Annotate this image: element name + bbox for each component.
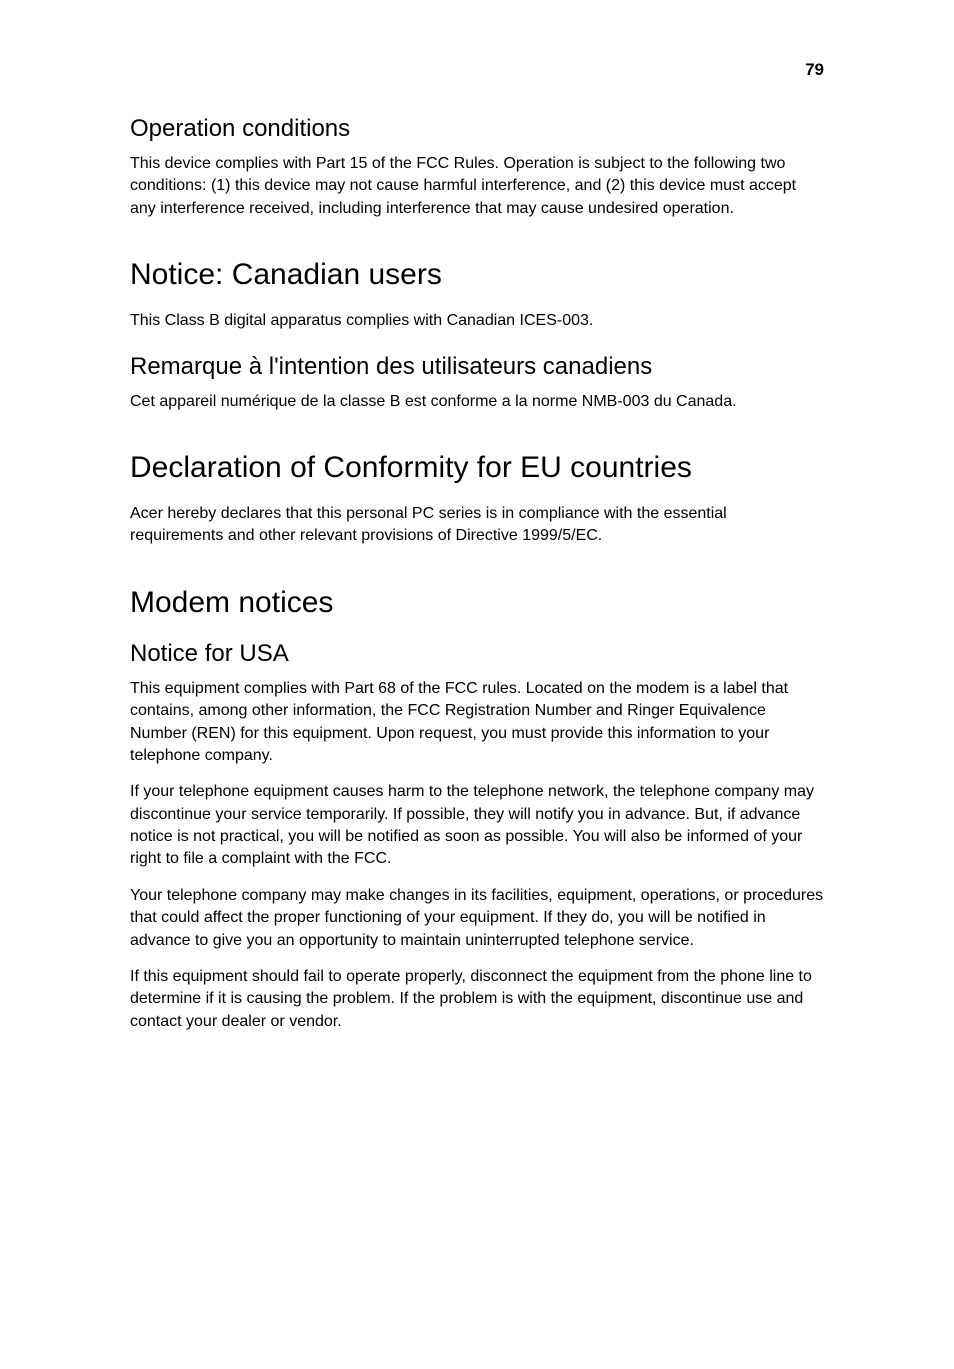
- text-notice-usa-p4: If this equipment should fail to operate…: [130, 966, 824, 1033]
- text-remarque: Cet appareil numérique de la classe B es…: [130, 391, 824, 413]
- text-notice-usa-p1: This equipment complies with Part 68 of …: [130, 678, 824, 768]
- page-content: Operation conditions This device complie…: [130, 115, 824, 1033]
- heading-modem-notices: Modem notices: [130, 586, 824, 620]
- text-notice-usa-p2: If your telephone equipment causes harm …: [130, 781, 824, 871]
- text-operation-conditions: This device complies with Part 15 of the…: [130, 153, 824, 220]
- heading-operation-conditions: Operation conditions: [130, 115, 824, 143]
- heading-canadian-users: Notice: Canadian users: [130, 258, 824, 292]
- text-eu-declaration: Acer hereby declares that this personal …: [130, 503, 824, 548]
- heading-notice-usa: Notice for USA: [130, 640, 824, 668]
- heading-eu-declaration: Declaration of Conformity for EU countri…: [130, 451, 824, 485]
- text-notice-usa-p3: Your telephone company may make changes …: [130, 885, 824, 952]
- page-number: 79: [805, 60, 824, 80]
- text-canadian-users: This Class B digital apparatus complies …: [130, 310, 824, 332]
- heading-remarque: Remarque à l'intention des utilisateurs …: [130, 353, 824, 381]
